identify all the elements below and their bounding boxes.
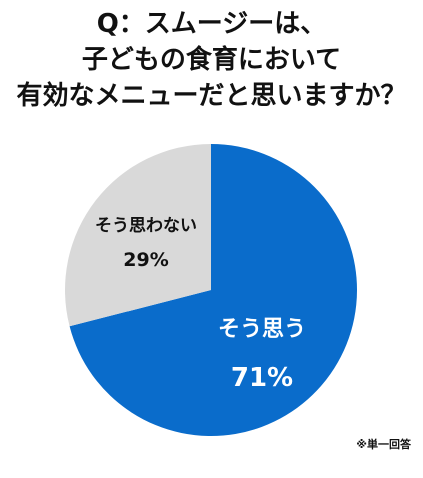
- slice-label-no: そう思わない: [95, 216, 197, 236]
- pie-slice-no: [65, 144, 212, 327]
- pie-slice-yes: [69, 144, 358, 436]
- slice-value-no: 29%: [123, 249, 168, 271]
- slice-label-yes: そう思う: [218, 317, 306, 342]
- single-answer-note: ※単一回答: [356, 438, 411, 451]
- title-line-3: 有効なメニューだと思いますか？: [16, 81, 407, 111]
- title-line-2: 子どもの食育において: [81, 45, 342, 75]
- title-line-1: Q：スムージーは、: [96, 9, 327, 39]
- chart-title: Q：スムージーは、 子どもの食育において 有効なメニューだと思いますか？: [0, 6, 423, 114]
- slice-value-yes: 71%: [231, 363, 293, 393]
